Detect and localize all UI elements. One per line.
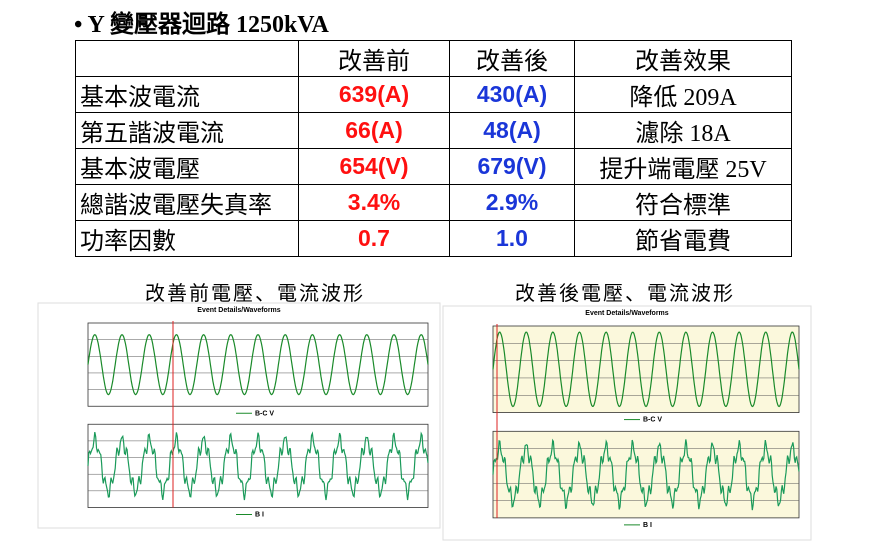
waveform <box>492 438 800 511</box>
table-cell: 降低 209A <box>574 76 792 113</box>
table-cell: 功率因數 <box>75 220 299 257</box>
legend-label: B I <box>255 512 264 519</box>
legend-label: B I <box>643 522 652 529</box>
header-row: 改善前 改善後 改善效果 <box>75 40 792 77</box>
waveform <box>87 431 429 501</box>
table-cell: 總諧波電壓失真率 <box>75 184 299 221</box>
comparison-table: 改善前 改善後 改善效果 基本波電流 639(A) 430(A) 降低 209A 第五諧… <box>75 40 792 257</box>
caption: 改善前電壓、電流波形 <box>145 283 365 305</box>
table-row: 功率因數 0.7 1.0 節省電費 <box>75 220 792 257</box>
header-cell: 改善後 <box>449 40 575 77</box>
waveform <box>87 333 429 396</box>
plot-area <box>87 423 429 508</box>
header-cell: 改善效果 <box>574 40 792 77</box>
table-cell: 濾除 18A <box>574 112 792 149</box>
title-text: Y 變壓器迴路 1250kVA <box>87 12 329 38</box>
plot-area <box>492 325 800 413</box>
table-cell: 66(A) <box>298 112 450 149</box>
bullet: • <box>74 12 83 38</box>
table-cell: 679(V) <box>449 148 575 185</box>
legend-label: B-C V <box>643 417 662 424</box>
table-cell: 2.9% <box>449 184 575 221</box>
window-title: Event Details/Waveforms <box>585 310 668 317</box>
header-cell: 改善前 <box>298 40 450 77</box>
title: • Y 變壓器迴路 1250kVA <box>74 4 329 39</box>
table-cell: 基本波電壓 <box>75 148 299 185</box>
window-title: Event Details/Waveforms <box>197 307 280 314</box>
table-cell: 3.4% <box>298 184 450 221</box>
table-row: 總諧波電壓失真率 3.4% 2.9% 符合標準 <box>75 184 792 221</box>
table-cell: 0.7 <box>298 220 450 257</box>
table-cell: 654(V) <box>298 148 450 185</box>
table-cell: 提升端電壓 25V <box>574 148 792 185</box>
plot-area <box>87 322 429 407</box>
legend-label: B-C V <box>255 410 274 417</box>
caption: 改善後電壓、電流波形 <box>515 283 735 305</box>
waveform <box>492 331 800 408</box>
table-cell: 節省電費 <box>574 220 792 257</box>
table-cell: 1.0 <box>449 220 575 257</box>
table-row: 基本波電壓 654(V) 679(V) 提升端電壓 25V <box>75 148 792 185</box>
